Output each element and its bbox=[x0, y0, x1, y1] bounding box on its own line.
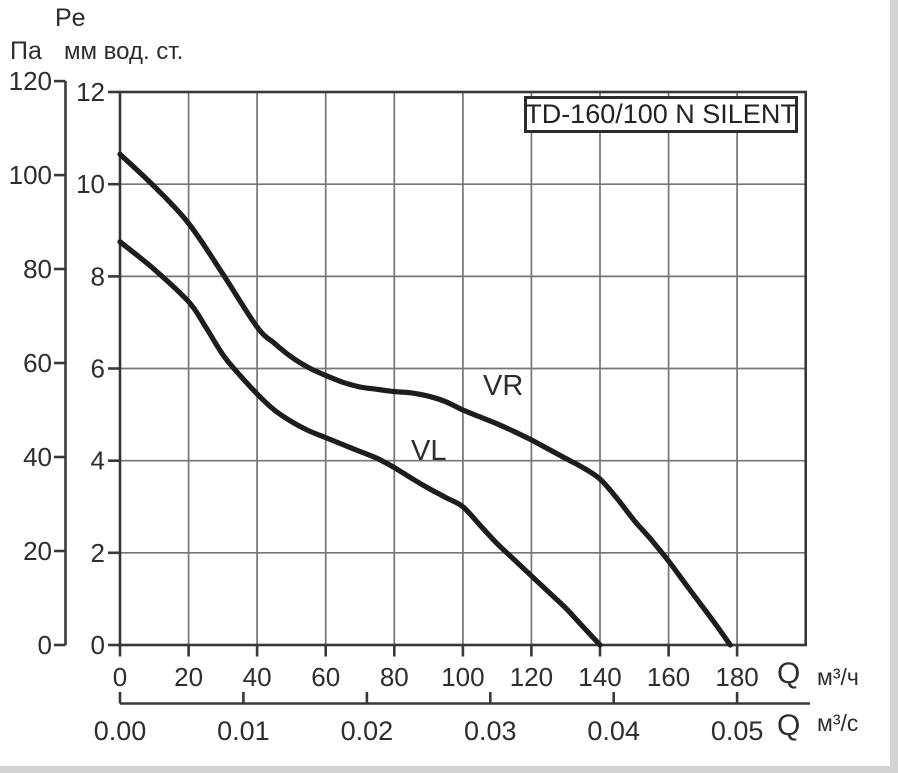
qh-axis-tick-label: 140 bbox=[578, 662, 621, 692]
qh-axis-tick-label: 160 bbox=[647, 662, 690, 692]
qs-axis-tick-label: 0.04 bbox=[587, 716, 640, 746]
mm-axis-tick-label: 4 bbox=[91, 446, 105, 476]
pa-axis-tick-label: 0 bbox=[38, 630, 52, 660]
curve-vr bbox=[117, 151, 733, 648]
flow-unit-second: м³/с bbox=[817, 710, 859, 736]
qh-axis-tick-label: 100 bbox=[441, 662, 484, 692]
pa-axis-tick-label: 80 bbox=[23, 254, 52, 284]
qh-axis-tick-label: 180 bbox=[715, 662, 758, 692]
mm-axis-tick-label: 12 bbox=[76, 77, 105, 107]
qs-axis-tick-label: 0.00 bbox=[94, 716, 147, 746]
flow-unit-hour: м³/ч bbox=[817, 664, 859, 690]
pa-axis-tick-label: 60 bbox=[23, 348, 52, 378]
qh-axis-tick-label: 0 bbox=[113, 662, 127, 692]
mm-water-unit-label: мм вод. ст. bbox=[64, 38, 184, 65]
qh-axis-tick-label: 120 bbox=[510, 662, 553, 692]
qh-axis-tick-label: 60 bbox=[311, 662, 340, 692]
qh-axis-tick-label: 80 bbox=[380, 662, 409, 692]
qs-axis-tick-label: 0.01 bbox=[217, 716, 270, 746]
pa-axis-tick-label: 20 bbox=[23, 536, 52, 566]
qs-axis-tick-label: 0.02 bbox=[341, 716, 394, 746]
qs-axis-tick-label: 0.05 bbox=[711, 716, 764, 746]
screenshot-right-edge bbox=[890, 0, 898, 773]
qh-axis-tick-label: 40 bbox=[243, 662, 272, 692]
screenshot-bottom-edge bbox=[0, 766, 898, 773]
pressure-symbol-label: Pe bbox=[55, 4, 86, 32]
qs-axis-tick-label: 0.03 bbox=[464, 716, 517, 746]
curve-label-vl: VL bbox=[411, 435, 447, 467]
mm-axis-tick-label: 6 bbox=[91, 354, 105, 384]
pa-axis-tick-label: 120 bbox=[9, 66, 52, 96]
chart-title-box: TD-160/100 N SILENT bbox=[524, 96, 798, 133]
pa-axis-tick-label: 40 bbox=[23, 442, 52, 472]
curve-vl bbox=[117, 239, 603, 648]
qh-axis-tick-label: 20 bbox=[174, 662, 203, 692]
mm-axis-tick-label: 2 bbox=[91, 538, 105, 568]
mm-axis-tick-label: 10 bbox=[76, 169, 105, 199]
mm-axis-tick-label: 8 bbox=[91, 261, 105, 291]
pascal-unit-label: Па bbox=[10, 37, 42, 65]
mm-axis-tick-label: 0 bbox=[91, 630, 105, 660]
curve-label-vr: VR bbox=[483, 370, 524, 402]
flow-symbol-hour: Q bbox=[777, 657, 801, 690]
pa-axis-tick-label: 100 bbox=[9, 160, 52, 190]
flow-symbol-second: Q bbox=[777, 709, 801, 742]
